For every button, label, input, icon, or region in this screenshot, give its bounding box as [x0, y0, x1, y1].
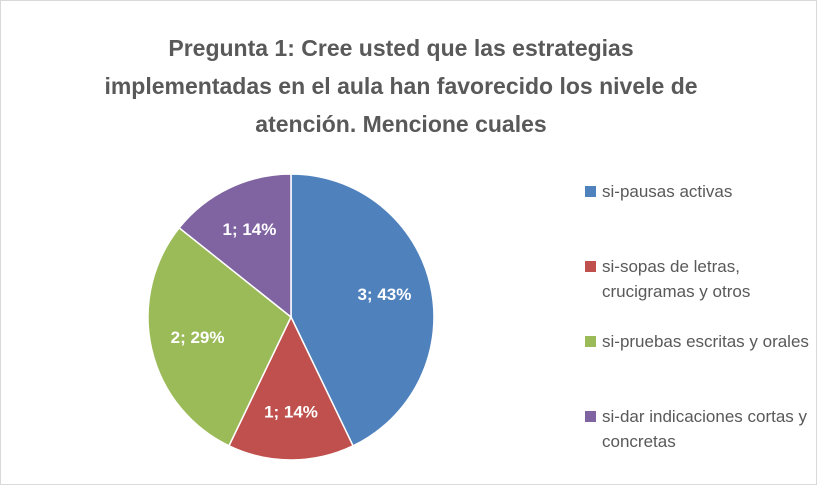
legend-swatch [585, 411, 596, 422]
data-label: 2; 29% [171, 328, 225, 347]
data-label: 1; 14% [264, 402, 318, 421]
legend-swatch [585, 261, 596, 272]
legend-item: si-sopas de letras, crucigramas y otros [585, 254, 810, 304]
pie-slice [147, 226, 292, 447]
legend-label: si-pruebas escritas y orales [602, 332, 809, 351]
data-label: 1; 14% [222, 220, 276, 239]
legend-item: si-dar indicaciones cortas y concretas [585, 404, 810, 454]
legend-swatch [585, 336, 596, 347]
chart-title: Pregunta 1: Cree usted que las estrategi… [104, 35, 698, 137]
legend-item: si-pruebas escritas y orales [585, 329, 810, 354]
legend-label: si-dar indicaciones cortas y concretas [602, 407, 808, 451]
legend-item: si-pausas activas [585, 179, 810, 204]
pie-slice [178, 173, 292, 319]
pie-slice [290, 173, 435, 447]
pie-slice [227, 315, 355, 461]
data-label: 3; 43% [357, 285, 411, 304]
legend-label: si-pausas activas [602, 182, 733, 201]
legend-label: si-sopas de letras, crucigramas y otros [602, 257, 751, 301]
legend-swatch [585, 186, 596, 197]
